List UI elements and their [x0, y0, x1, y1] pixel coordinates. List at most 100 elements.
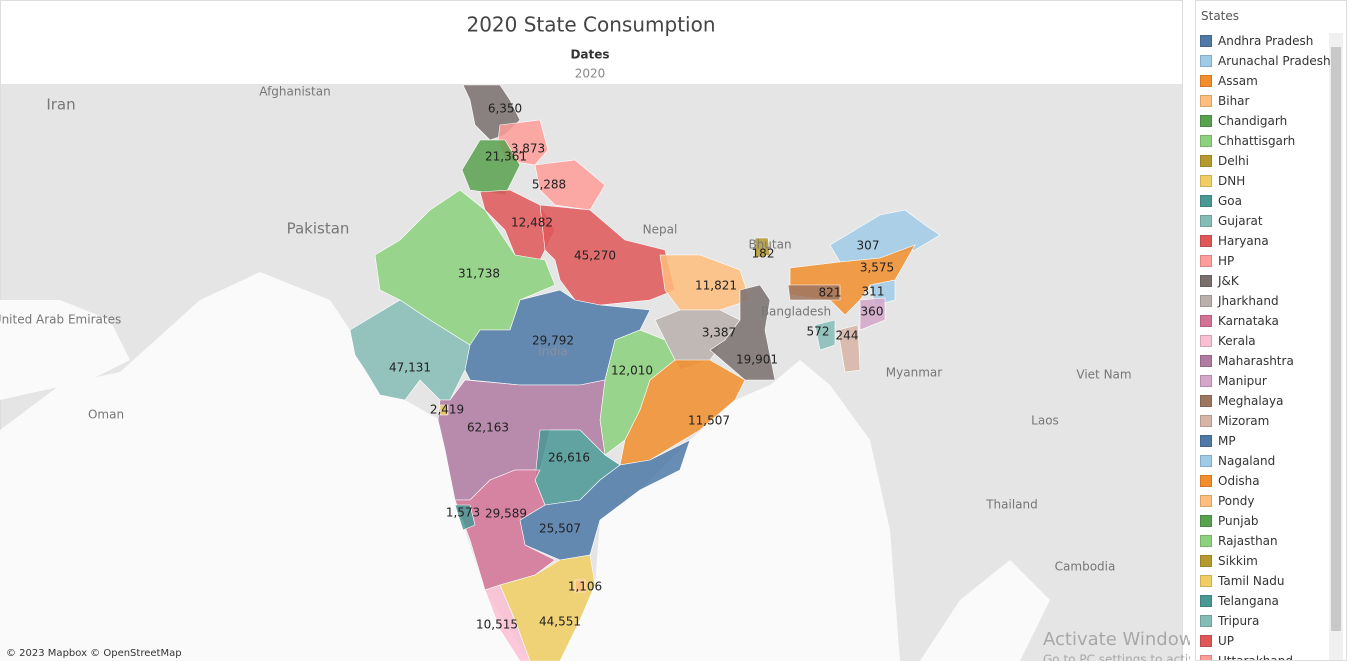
watermark-title: Activate Windows [1043, 629, 1190, 650]
legend-item[interactable]: Chandigarh [1200, 111, 1287, 131]
value-label: 11,507 [688, 414, 730, 428]
legend-item[interactable]: Gujarat [1200, 211, 1263, 231]
place-label: Nepal [643, 223, 678, 237]
value-label: 2,419 [430, 403, 464, 417]
legend-label: Gujarat [1218, 214, 1263, 228]
sea [0, 272, 530, 661]
state-region [754, 237, 771, 259]
legend-item[interactable]: HP [1200, 251, 1234, 271]
value-label: 572 [807, 325, 830, 339]
place-label: Oman [88, 408, 124, 422]
value-label: 1,573 [446, 506, 480, 520]
value-label: 44,551 [539, 615, 581, 629]
legend-label: Punjab [1218, 514, 1259, 528]
value-label: 62,163 [467, 421, 509, 435]
value-label: 1,106 [568, 580, 602, 594]
scrollbar[interactable] [1329, 33, 1343, 660]
value-label: 19,901 [736, 353, 778, 367]
value-label: 821 [819, 286, 842, 300]
legend-item[interactable]: UP [1200, 631, 1234, 651]
legend-item[interactable]: Meghalaya [1200, 391, 1283, 411]
legend-item[interactable]: Tripura [1200, 611, 1259, 631]
legend-item[interactable]: Bihar [1200, 91, 1249, 111]
legend-label: Kerala [1218, 334, 1256, 348]
legend-item[interactable]: Arunachal Pradesh [1200, 51, 1331, 71]
legend-item[interactable]: Odisha [1200, 471, 1260, 491]
legend-item[interactable]: Pondy [1200, 491, 1254, 511]
legend-item[interactable]: Goa [1200, 191, 1242, 211]
legend-item[interactable]: Delhi [1200, 151, 1249, 171]
legend-swatch [1200, 515, 1212, 527]
legend-item[interactable]: Kerala [1200, 331, 1256, 351]
legend-label: J&K [1218, 274, 1239, 288]
place-label: Thailand [985, 498, 1038, 512]
legend-swatch [1200, 535, 1212, 547]
legend-item[interactable]: Mizoram [1200, 411, 1269, 431]
legend-label: Andhra Pradesh [1218, 34, 1314, 48]
legend-swatch [1200, 55, 1212, 67]
value-label: 360 [861, 305, 884, 319]
value-label: 29,589 [485, 507, 527, 521]
legend-item[interactable]: Nagaland [1200, 451, 1275, 471]
place-label: Bangladesh [761, 305, 831, 319]
legend-label: Tripura [1218, 614, 1260, 628]
legend-label: Goa [1218, 194, 1242, 208]
legend: States Andhra Pradesh Arunachal Pradesh As… [1195, 0, 1347, 661]
place-label: Myanmar [886, 366, 942, 380]
legend-item[interactable]: Maharashtra [1200, 351, 1294, 371]
legend-item[interactable]: Manipur [1200, 371, 1267, 391]
legend-item[interactable]: J&K [1200, 271, 1239, 291]
value-label: 47,131 [389, 361, 431, 375]
legend-label: Karnataka [1218, 314, 1279, 328]
scroll-thumb[interactable] [1331, 47, 1341, 631]
legend-swatch [1200, 555, 1212, 567]
legend-item[interactable]: Chhattisgarh [1200, 131, 1295, 151]
legend-swatch [1200, 215, 1212, 227]
legend-item[interactable]: Rajasthan [1200, 531, 1278, 551]
legend-item[interactable]: DNH [1200, 171, 1245, 191]
place-label: Pakistan [287, 220, 350, 238]
legend-label: Odisha [1218, 474, 1260, 488]
legend-item[interactable]: MP [1200, 431, 1236, 451]
legend-item[interactable]: Punjab [1200, 511, 1259, 531]
value-label: 45,270 [574, 249, 616, 263]
legend-label: Delhi [1218, 154, 1249, 168]
value-label: 10,515 [476, 618, 518, 632]
state-region [454, 504, 476, 531]
legend-item[interactable]: Andhra Pradesh [1200, 31, 1313, 51]
legend-label: Haryana [1218, 234, 1269, 248]
legend-item[interactable]: Uttarakhand [1200, 651, 1293, 660]
legend-swatch [1200, 275, 1212, 287]
legend-item[interactable]: Sikkim [1200, 551, 1258, 571]
state-region [787, 284, 841, 301]
title: 2020 State Consumption [466, 13, 715, 37]
place-label: Cambodia [1055, 560, 1116, 574]
legend-item[interactable]: Tamil Nadu [1200, 571, 1284, 591]
legend-swatch [1200, 175, 1212, 187]
legend-swatch [1200, 195, 1212, 207]
legend-swatch [1200, 235, 1212, 247]
state-region [814, 319, 836, 351]
legend-swatch [1200, 615, 1212, 627]
legend-label: Telangana [1218, 594, 1279, 608]
value-label: 21,361 [485, 150, 527, 164]
attribution: © 2023 Mapbox © OpenStreetMap [6, 648, 182, 659]
legend-item[interactable]: Jharkhand [1200, 291, 1279, 311]
legend-label: Tamil Nadu [1218, 574, 1285, 588]
legend-label: MP [1218, 434, 1236, 448]
place-label: United Arab Emirates [0, 313, 121, 327]
legend-item[interactable]: Assam [1200, 71, 1258, 91]
legend-item[interactable]: Karnataka [1200, 311, 1279, 331]
legend-item[interactable]: Telangana [1200, 591, 1279, 611]
place-label: Bhutan [748, 238, 791, 252]
value-label: 307 [857, 239, 880, 253]
legend-item[interactable]: Haryana [1200, 231, 1269, 251]
legend-label: DNH [1218, 174, 1246, 188]
state-region [539, 204, 676, 306]
place-label: Viet Nam [1076, 368, 1131, 382]
value-label: 3,387 [702, 326, 736, 340]
legend-label: Chhattisgarh [1218, 134, 1296, 148]
value-label: 12,482 [511, 216, 553, 230]
legend-label: Mizoram [1218, 414, 1270, 428]
